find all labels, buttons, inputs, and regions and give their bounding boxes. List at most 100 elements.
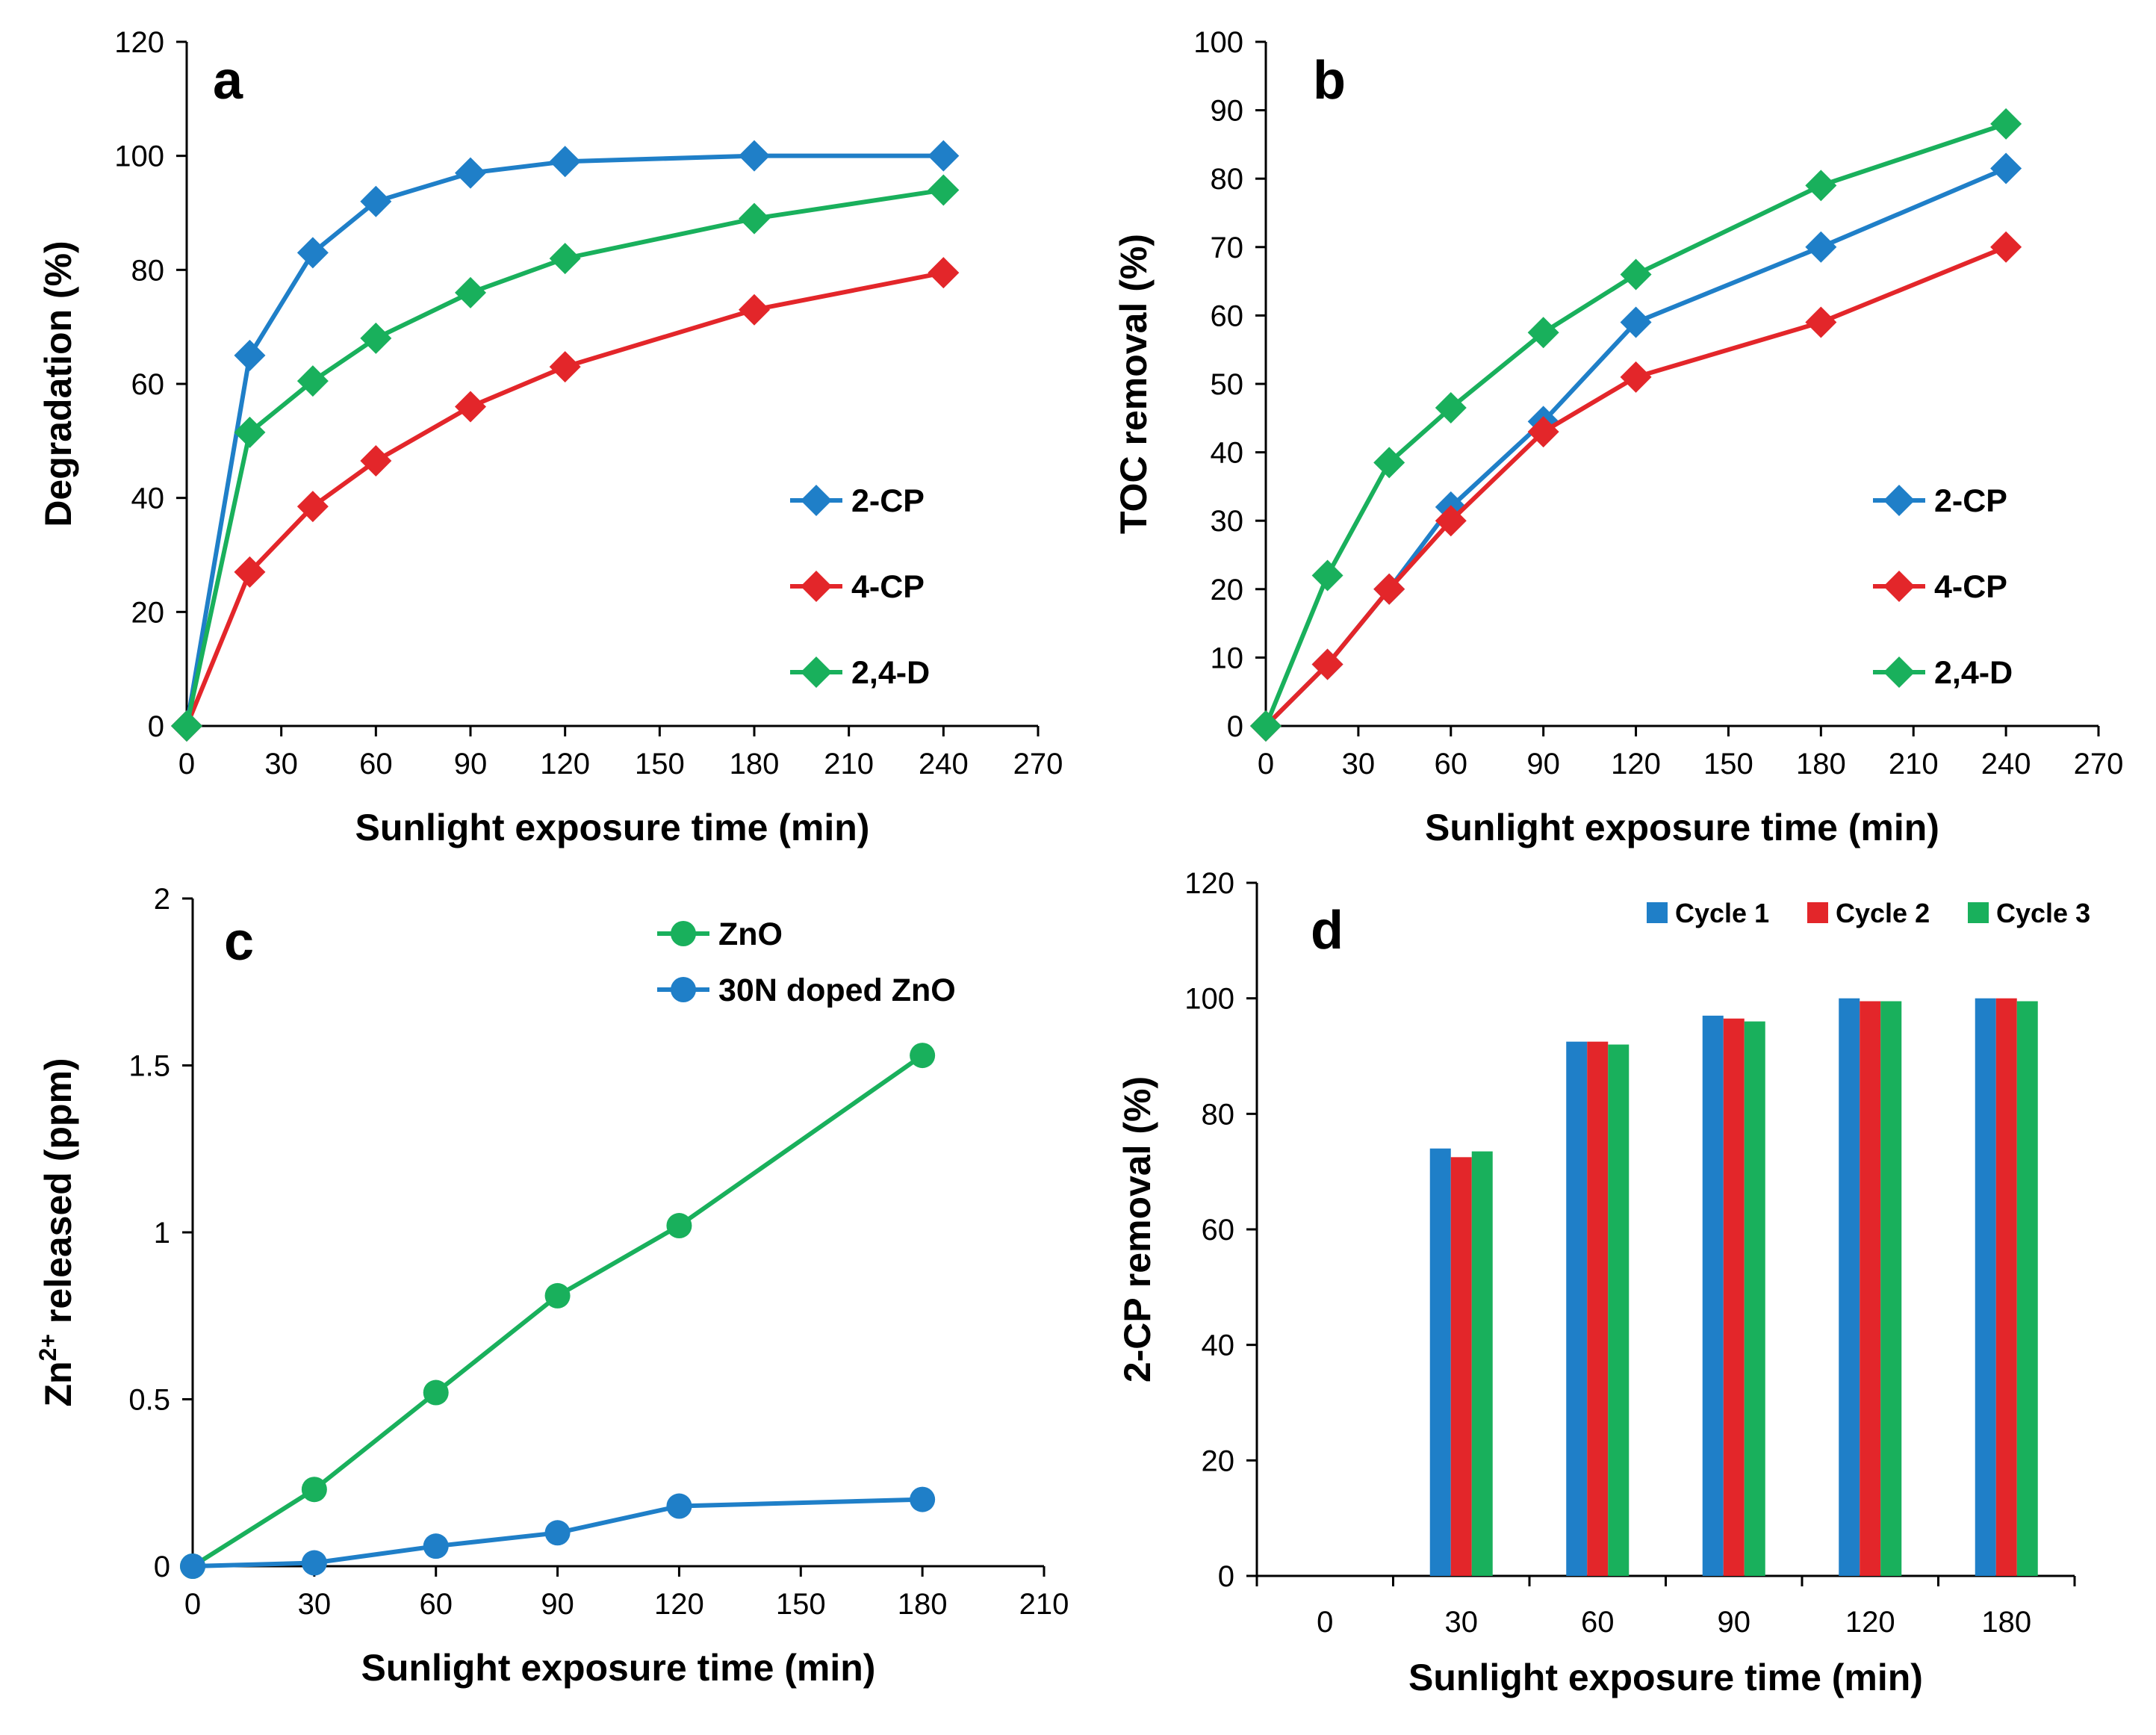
y-tick-label: 0 [154,1551,170,1583]
y-tick-label: 70 [1211,232,1244,264]
data-point [549,351,581,383]
y-axis-title-part: Zn [37,1361,79,1406]
y-tick-label: 100 [114,140,164,173]
data-point [549,243,581,275]
x-tick-label: 60 [359,748,393,780]
y-tick-label: 100 [1193,26,1243,59]
data-point [928,174,960,206]
data-point [1373,573,1405,605]
bar [1839,998,1860,1576]
x-tick-label: 30 [264,748,298,780]
x-tick-label: 150 [776,1588,826,1621]
bar [1471,1151,1493,1576]
data-point [910,1486,936,1512]
y-tick-label: 0 [148,710,164,743]
data-point [544,1520,571,1546]
series-30N doped ZnO [180,1486,936,1579]
x-axis-title: Sunlight exposure time (min) [361,1647,876,1689]
x-tick-label: 210 [1889,748,1939,780]
y-tick-label: 1 [154,1217,170,1250]
x-tick-label: 150 [1703,748,1753,780]
legend-marker [1883,571,1915,602]
data-point [1805,306,1837,338]
data-point [234,416,266,448]
x-tick-label: 60 [1435,748,1468,780]
panel-letter: d [1311,901,1343,960]
data-point [1527,317,1559,349]
data-point [1990,152,2022,184]
x-tick-label: 180 [1981,1606,2031,1639]
legend-marker [671,977,696,1002]
panel-letter: c [224,912,254,972]
data-point [739,202,770,235]
data-point [1990,231,2022,263]
data-point [234,339,266,371]
data-point [301,1550,327,1576]
x-tick-label: 30 [1445,1606,1479,1639]
bar [1608,1044,1630,1576]
y-tick-label: 60 [1202,1214,1235,1247]
x-tick-label: 210 [824,748,874,780]
series-line [184,270,944,727]
x-axis-title: Sunlight exposure time (min) [1408,1657,1923,1698]
data-point [1805,170,1837,202]
data-point [1805,231,1837,263]
x-axis-title: Sunlight exposure time (min) [355,807,870,848]
legend-label: 4-CP [1934,569,2007,605]
y-tick-label: 1.5 [128,1050,170,1083]
legend-label: ZnO [718,916,783,952]
y-axis-title-superscript: 2+ [34,1334,61,1361]
series-Cycle 1 [1429,998,1996,1576]
legend-label: 30N doped ZnO [718,972,956,1008]
data-point [666,1213,692,1239]
x-tick-label: 120 [654,1588,704,1621]
y-tick-label: 120 [114,26,164,59]
y-tick-label: 60 [131,368,165,401]
series-line [1264,166,2007,728]
x-tick-label: 60 [1581,1606,1615,1639]
x-tick-label: 120 [1845,1606,1895,1639]
data-point [1435,505,1467,537]
x-tick-label: 0 [1258,748,1274,780]
x-tick-label: 120 [1611,748,1661,780]
legend-marker [801,485,832,516]
series-line [1264,245,2007,728]
y-tick-label: 30 [1211,505,1244,538]
legend-marker [801,657,832,688]
x-tick-label: 180 [898,1588,948,1621]
bar [1587,1041,1609,1576]
legend: Cycle 1 Cycle 2 Cycle 3 [1647,898,2090,928]
data-point [666,1493,692,1519]
y-axis-title: TOC removal (%) [1113,234,1155,534]
data-point [296,365,329,397]
legend-swatch [1807,902,1828,923]
legend-swatch [1647,902,1668,923]
data-point [1435,392,1467,424]
legend-label: Cycle 3 [1996,898,2090,928]
y-tick-label: 20 [131,596,165,629]
chart-panel-b: 0 10 20 30 40 50 60 70 80 90 100 b Sunlight exposure… [1113,26,2123,848]
bar [1702,1015,1724,1576]
y-tick-label: 60 [1211,299,1244,332]
data-point [1250,710,1282,742]
x-tick-label: 30 [1342,748,1376,780]
legend-marker [1883,657,1915,688]
series-2-CP [171,140,960,742]
data-point [171,710,202,742]
data-point [296,491,329,523]
data-point [301,1477,327,1503]
legend-label: 2,4-D [1934,655,2013,691]
series-4-CP [1250,231,2022,742]
y-tick-label: 20 [1211,574,1244,606]
data-point [1620,306,1652,338]
bar [1860,1001,1881,1576]
y-tick-label: 90 [1211,95,1244,128]
x-tick-label: 270 [1013,748,1063,780]
data-point [739,140,770,172]
data-point [360,445,392,477]
y-tick-label: 10 [1211,642,1244,674]
y-tick-label: 100 [1184,983,1234,1016]
series-2-CP [1250,152,2022,742]
bar [1429,1148,1451,1576]
legend-marker [671,921,696,946]
